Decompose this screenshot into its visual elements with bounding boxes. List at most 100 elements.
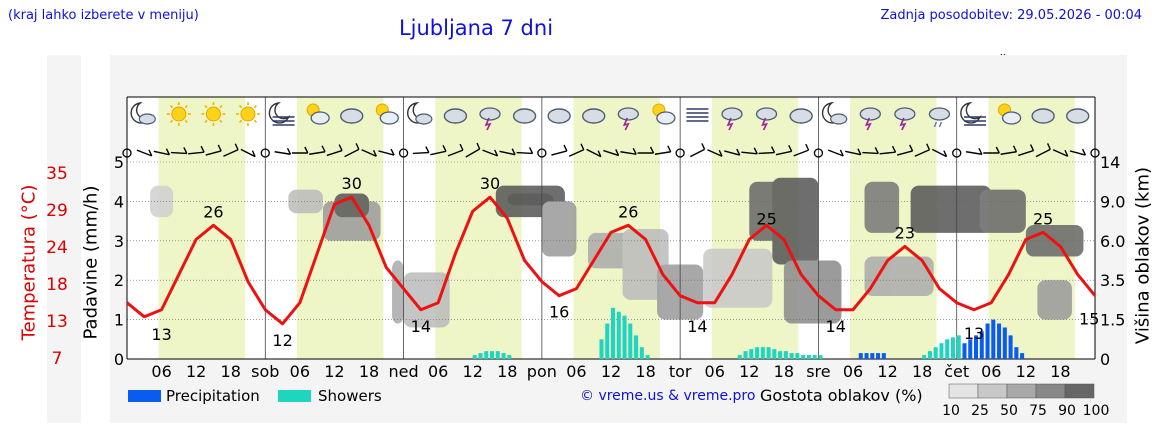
wind-barb-icon — [603, 149, 620, 157]
wind-barb-icon — [1052, 149, 1069, 157]
wind-barb-icon — [344, 143, 360, 158]
wind-barb-icon — [309, 145, 326, 155]
temperature-tick: 29 — [46, 201, 68, 221]
wind-barb-icon — [223, 143, 239, 157]
cloud-icon — [547, 108, 571, 124]
cloud-density-mass — [864, 256, 934, 296]
shower-bar — [501, 353, 506, 359]
moon-cloud-icon — [407, 102, 433, 125]
thunderstorm-icon — [894, 107, 916, 131]
sun-cloud-icon — [306, 103, 330, 125]
legend-precipitation-label: Precipitation — [166, 387, 260, 405]
shower-bar — [490, 351, 495, 359]
wind-barb-icon — [689, 143, 706, 158]
cloud-density-level: 10 — [942, 403, 960, 419]
wind-barb-icon — [707, 149, 723, 157]
wind-barb-icon — [170, 147, 188, 155]
precipitation-tick: 1 — [114, 311, 124, 330]
precipitation-bar — [968, 339, 973, 359]
x-tick-label: 12 — [186, 362, 206, 381]
shower-bar — [789, 353, 794, 359]
precipitation-bar — [1002, 327, 1007, 359]
thunderstorm-icon — [721, 107, 743, 131]
cloud-density-level: 90 — [1058, 403, 1076, 419]
shower-bar — [611, 307, 616, 359]
wind-barb-icon — [827, 149, 844, 157]
shower-bar — [956, 335, 961, 359]
cloud-density-level: 75 — [1029, 403, 1047, 419]
x-tick-label: 18 — [774, 362, 794, 381]
wind-barb-icon — [654, 145, 672, 155]
temperature-value-label: 26 — [203, 202, 223, 221]
x-tick-label: sob — [251, 362, 279, 381]
cloud-density-swatch — [1006, 383, 1037, 399]
shower-bar — [622, 315, 627, 359]
calm-wind-icon — [1090, 148, 1100, 158]
wind-barb-icon — [620, 147, 637, 155]
cloud-density-mass — [772, 177, 819, 265]
calm-wind-icon — [398, 148, 409, 158]
wind-barb-icon — [568, 143, 585, 157]
wind-barb-icon — [482, 149, 499, 157]
wind-barb-icon — [326, 144, 343, 157]
calm-wind-icon — [537, 148, 547, 158]
location-hint[interactable]: (kraj lahko izberete v meniju) — [8, 8, 199, 23]
wind-barb-icon — [1035, 143, 1051, 158]
left-gutter — [47, 55, 81, 423]
sun-icon — [201, 102, 226, 126]
wind-barb-icon — [291, 146, 309, 154]
copyright[interactable]: © vreme.us & vreme.pro — [580, 388, 756, 404]
calm-wind-icon — [952, 148, 962, 158]
x-tick-label: 18 — [635, 362, 655, 381]
temperature-tick: 13 — [46, 312, 68, 332]
cloud-density-mass — [910, 185, 992, 233]
shower-bar — [743, 351, 748, 359]
x-tick-label: 18 — [1050, 362, 1070, 381]
wind-barb-icon — [931, 148, 948, 158]
wind-barb-icon — [586, 148, 602, 158]
temperature-value-label: 14 — [826, 317, 846, 336]
shower-bar — [760, 347, 765, 359]
cloud-icon — [1031, 108, 1055, 124]
precipitation-bar — [864, 353, 869, 359]
temperature-value-label: 26 — [618, 202, 638, 221]
cloud-density-mass — [783, 260, 842, 324]
cloud-density-mass — [979, 189, 1026, 233]
temperature-value-label: 13 — [964, 324, 984, 343]
x-tick-label: 06 — [705, 362, 725, 381]
cloud-density-mass — [541, 201, 577, 257]
cloud-density-mass — [403, 272, 450, 328]
wind-barb-icon — [465, 142, 481, 158]
sun-icon — [166, 102, 191, 126]
cloud-icon — [582, 108, 606, 124]
shower-bar — [783, 351, 788, 359]
page-title: Ljubljana 7 dni — [398, 16, 554, 40]
cloud-height-tick: 0 — [1100, 350, 1110, 369]
shower-bar — [927, 351, 932, 359]
precipitation-bar — [881, 353, 886, 359]
moon-fog-icon — [268, 102, 295, 126]
shower-bar — [599, 339, 604, 359]
shower-bar — [778, 351, 783, 359]
x-tick-label: pon — [527, 362, 557, 381]
precipitation-tick: 2 — [114, 271, 124, 290]
x-tick-label: 12 — [601, 362, 621, 381]
sun-cloud-icon — [375, 103, 399, 125]
cloud-density-swatch — [1035, 383, 1066, 399]
temperature-value-label: 16 — [549, 303, 569, 322]
cloud-icon — [789, 108, 813, 124]
wind-barb-icon — [516, 147, 534, 155]
legend-precipitation-swatch — [128, 390, 161, 402]
cloud-icon — [1066, 108, 1090, 124]
moon-fog-icon — [960, 102, 986, 126]
wind-barb-icon — [914, 143, 931, 157]
cloud-height-tick: 14 — [1100, 153, 1120, 172]
x-tick-label: sre — [806, 362, 830, 381]
x-tick-label: čet — [944, 362, 969, 381]
thunderstorm-icon — [617, 107, 639, 131]
cloud-density-mass — [392, 260, 404, 324]
temperature-value-label: 30 — [480, 174, 500, 193]
shower-bar — [818, 355, 823, 359]
shower-bar — [766, 347, 771, 359]
wind-barb-icon — [188, 145, 205, 155]
